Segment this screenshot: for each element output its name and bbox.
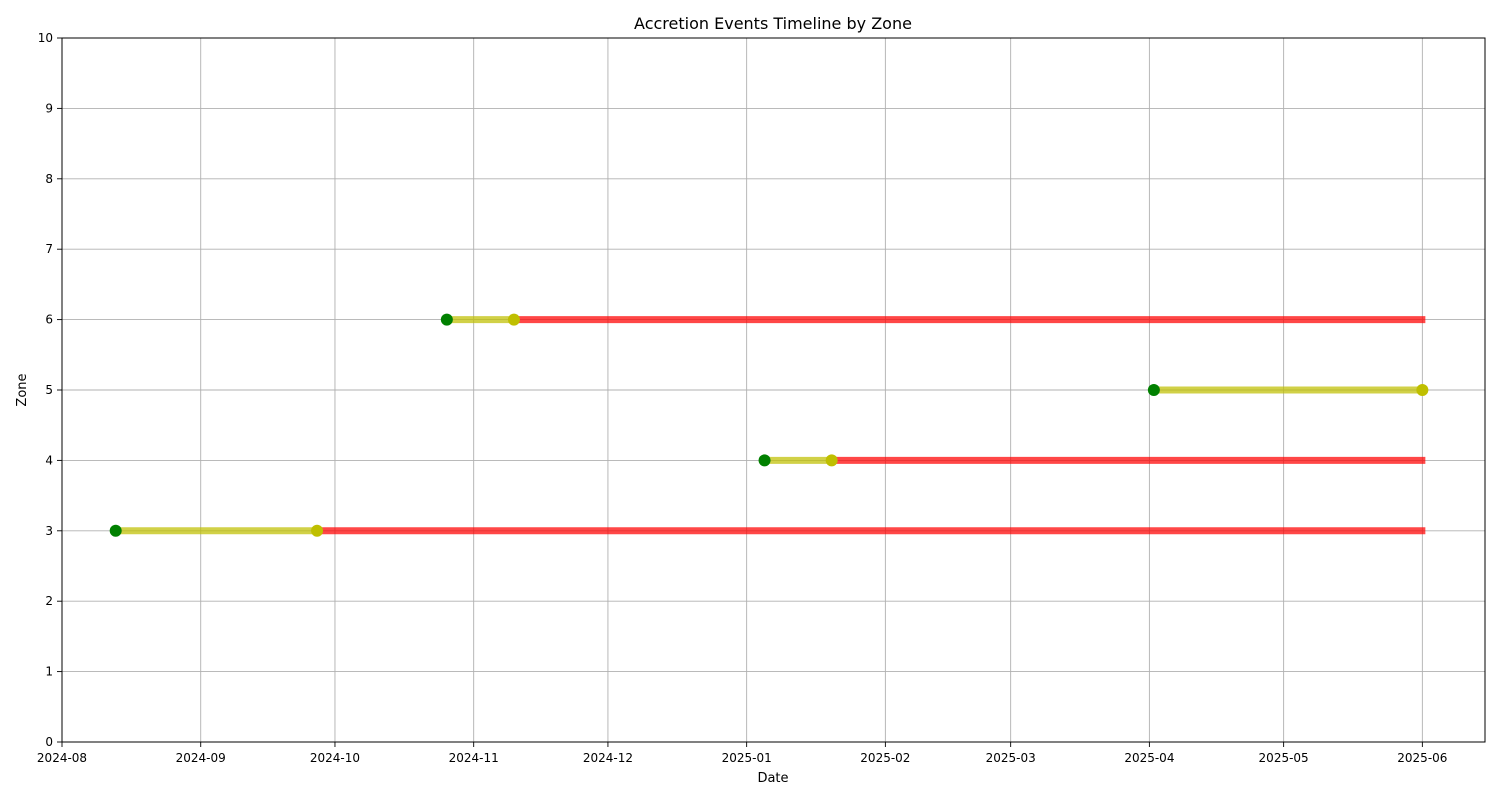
y-tick-label: 9: [45, 101, 53, 115]
event-start-marker: [1147, 384, 1160, 396]
y-tick-label: 10: [38, 31, 53, 45]
event-phase-marker: [1416, 384, 1429, 396]
y-tick-label: 3: [45, 524, 53, 538]
x-tick-label: 2025-05: [1259, 751, 1309, 765]
event-start-marker: [109, 524, 122, 537]
event-phase-marker: [311, 524, 324, 537]
x-tick-label: 2025-02: [860, 751, 910, 765]
x-tick-label: 2024-09: [176, 751, 226, 765]
event-phase-marker: [507, 313, 520, 326]
y-tick-label: 4: [45, 453, 53, 467]
x-tick-label: 2024-08: [37, 751, 87, 765]
y-tick-label: 7: [45, 242, 53, 256]
x-tick-label: 2025-06: [1397, 751, 1447, 765]
chart-title: Accretion Events Timeline by Zone: [634, 14, 912, 33]
x-tick-label: 2025-01: [722, 751, 772, 765]
x-axis-label: Date: [757, 771, 788, 786]
x-tick-label: 2025-03: [986, 751, 1036, 765]
event-start-marker: [758, 454, 771, 467]
y-axis-label: Zone: [15, 373, 30, 406]
y-tick-label: 2: [45, 594, 53, 608]
y-tick-label: 6: [45, 313, 53, 327]
x-tick-label: 2024-11: [449, 751, 499, 765]
event-start-marker: [440, 313, 453, 326]
x-tick-label: 2025-04: [1124, 751, 1174, 765]
x-tick-label: 2024-10: [310, 751, 360, 765]
y-tick-label: 1: [45, 665, 53, 679]
y-tick-label: 5: [45, 383, 53, 397]
y-tick-label: 8: [45, 172, 53, 186]
y-tick-label: 0: [45, 735, 53, 749]
event-phase-marker: [825, 454, 838, 467]
x-tick-label: 2024-12: [583, 751, 633, 765]
data-layer: [109, 313, 1429, 537]
tick-layer: 2024-08 2024-09 2024-10 2024-11 2024-12 2025-…: [37, 31, 1447, 765]
